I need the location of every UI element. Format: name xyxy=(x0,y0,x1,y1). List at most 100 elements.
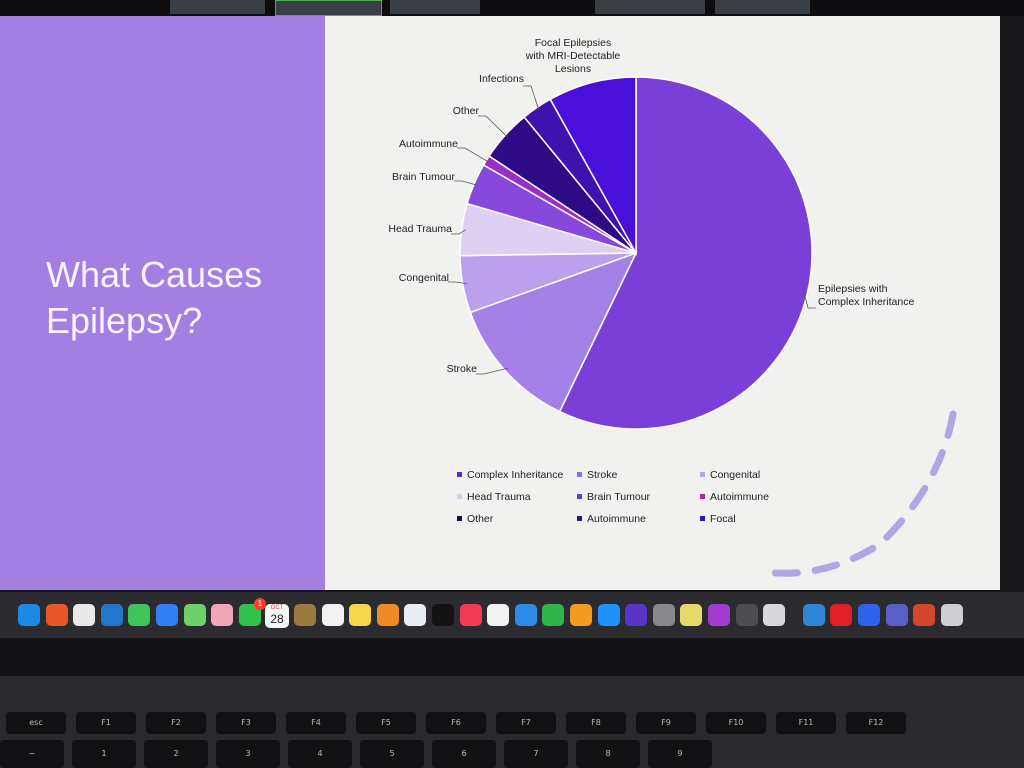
reminders-icon[interactable] xyxy=(321,604,344,626)
participant-thumbnail[interactable] xyxy=(595,0,705,14)
numbers-icon[interactable] xyxy=(542,604,565,626)
acrobat-icon[interactable] xyxy=(830,604,853,626)
photos-icon[interactable] xyxy=(211,604,234,626)
pages-icon[interactable] xyxy=(570,604,592,626)
legend-item-focal: Focal xyxy=(700,513,736,525)
participant-thumbnail[interactable] xyxy=(170,0,265,14)
key-f5[interactable]: F5 xyxy=(356,712,416,734)
messages-icon[interactable] xyxy=(128,604,151,626)
slice-label-focal-epilepsies-with-mri-detectable-lesions: Focal Epilepsies with MRI-Detectable Lesio… xyxy=(525,37,621,75)
legend-label: Head Trauma xyxy=(467,491,531,503)
key-f3[interactable]: F3 xyxy=(216,712,276,734)
legend-label: Other xyxy=(467,513,494,525)
leader-line-infections xyxy=(523,85,540,112)
maps-icon[interactable] xyxy=(183,604,206,626)
notes-icon[interactable] xyxy=(349,604,372,626)
powerpoint-icon[interactable] xyxy=(913,604,936,626)
leader-line-head-trauma xyxy=(451,229,466,235)
legend-label: Focal xyxy=(710,513,736,525)
news-icon[interactable] xyxy=(487,604,510,626)
mail-icon[interactable] xyxy=(156,604,178,626)
key-9[interactable]: 9 xyxy=(648,740,712,768)
calendar-date: OCT 28 xyxy=(265,604,289,628)
key-3[interactable]: 3 xyxy=(216,740,280,768)
key-[interactable]: ~ xyxy=(0,740,64,768)
settings-icon[interactable] xyxy=(652,604,675,626)
key-7[interactable]: 7 xyxy=(504,740,568,768)
legend-swatch xyxy=(457,494,462,499)
iphone-mirroring-icon[interactable] xyxy=(763,604,786,626)
participant-thumbnail[interactable] xyxy=(390,0,480,14)
key-f11[interactable]: F11 xyxy=(776,712,836,734)
legend-item-congenital: Congenital xyxy=(700,469,760,481)
key-esc[interactable]: esc xyxy=(6,712,66,734)
legend-label: Congenital xyxy=(710,469,760,481)
key-f9[interactable]: F9 xyxy=(636,712,696,734)
pie-slice-epilepsies-with-complex-inheritance xyxy=(558,76,813,430)
legend-swatch xyxy=(700,472,705,477)
legend-label: Complex Inheritance xyxy=(467,469,563,481)
edge-icon[interactable] xyxy=(100,604,123,626)
slice-label-brain-tumour: Brain Tumour xyxy=(392,171,456,183)
key-f10[interactable]: F10 xyxy=(706,712,766,734)
zoom-icon[interactable] xyxy=(858,604,880,626)
legend-swatch xyxy=(577,472,582,477)
tv-icon[interactable] xyxy=(432,604,454,626)
pie-chart: Epilepsies with Complex Inheritance Stroke… xyxy=(388,37,957,577)
key-4[interactable]: 4 xyxy=(288,740,352,768)
key-f6[interactable]: F6 xyxy=(426,712,486,734)
folder-icon[interactable] xyxy=(940,604,963,626)
participant-thumbnail-active[interactable] xyxy=(275,0,382,16)
key-f4[interactable]: F4 xyxy=(286,712,346,734)
remote-desktop-icon[interactable] xyxy=(802,604,825,626)
slice-label-congenital: Congenital xyxy=(399,272,449,284)
books-icon[interactable] xyxy=(376,604,399,626)
quicktime-icon[interactable] xyxy=(735,604,758,626)
key-f7[interactable]: F7 xyxy=(496,712,556,734)
legend-swatch xyxy=(457,472,462,477)
leader-line-congenital xyxy=(448,281,467,285)
freeform-icon[interactable] xyxy=(404,604,427,626)
key-5[interactable]: 5 xyxy=(360,740,424,768)
decorative-dashed-arc xyxy=(771,410,957,577)
key-2[interactable]: 2 xyxy=(144,740,208,768)
legend-swatch xyxy=(457,516,462,521)
leader-line-autoimmune xyxy=(457,147,490,163)
calendar-day: 28 xyxy=(270,612,284,626)
brown-app-icon[interactable] xyxy=(294,604,316,626)
legend-item-brain-tumour: Brain Tumour xyxy=(577,491,651,503)
legend-label: Brain Tumour xyxy=(587,491,651,503)
key-f12[interactable]: F12 xyxy=(846,712,906,734)
music-icon[interactable] xyxy=(459,604,482,626)
chrome-icon[interactable] xyxy=(73,604,96,626)
key-f2[interactable]: F2 xyxy=(146,712,206,734)
calendar-month: OCT xyxy=(270,605,284,611)
pie-slice-stroke xyxy=(469,251,638,413)
slide-title: What Causes Epilepsy? xyxy=(46,254,263,341)
safari-icon[interactable] xyxy=(18,604,40,626)
teams-icon[interactable] xyxy=(885,604,908,626)
facetime-icon[interactable] xyxy=(238,604,261,626)
legend-item-autoimmune: Autoimmune xyxy=(700,491,769,503)
notification-badge: 1 xyxy=(254,598,266,610)
feedback-icon[interactable] xyxy=(708,604,730,626)
participant-thumbnail[interactable] xyxy=(715,0,810,14)
firefox-icon[interactable] xyxy=(45,604,68,626)
legend-label: Stroke xyxy=(587,469,618,481)
legend-item-head-trauma: Head Trauma xyxy=(457,491,531,503)
key-f8[interactable]: F8 xyxy=(566,712,626,734)
key-8[interactable]: 8 xyxy=(576,740,640,768)
pie-slice-focal-epilepsies-with-mri-detectable-lesions xyxy=(549,76,637,256)
slice-label-other: Other xyxy=(453,105,480,117)
key-f1[interactable]: F1 xyxy=(76,712,136,734)
imovie-icon[interactable] xyxy=(625,604,648,626)
key-1[interactable]: 1 xyxy=(72,740,136,768)
legend-label: Autoimmune xyxy=(710,491,769,503)
app-store-icon[interactable] xyxy=(597,604,620,626)
legend-item-other: Other xyxy=(457,513,494,525)
slide-left-panel: What Causes Epilepsy? xyxy=(0,16,325,590)
keynote-icon[interactable] xyxy=(514,604,537,626)
slice-label-epilepsies-with-complex-inheritance: Epilepsies with Complex Inheritance xyxy=(818,283,914,308)
stickies-icon[interactable] xyxy=(680,604,703,626)
key-6[interactable]: 6 xyxy=(432,740,496,768)
